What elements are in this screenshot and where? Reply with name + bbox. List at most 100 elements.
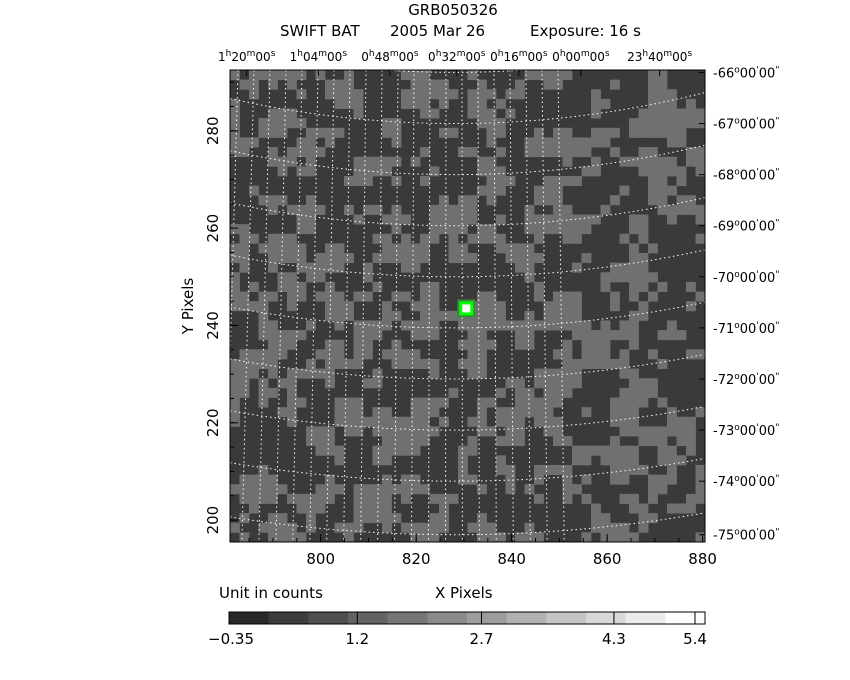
pixel xyxy=(638,272,649,283)
pixel xyxy=(230,127,240,138)
pixel xyxy=(524,262,535,273)
dec-gridline xyxy=(229,249,706,278)
pixel xyxy=(268,474,278,485)
pixel xyxy=(268,127,278,138)
pixel xyxy=(629,455,639,466)
pixel xyxy=(287,301,297,312)
pixel xyxy=(543,368,554,379)
pixel xyxy=(543,224,554,235)
pixel xyxy=(382,118,392,129)
pixel xyxy=(258,397,269,408)
pixel xyxy=(230,387,240,398)
pixel xyxy=(534,195,544,206)
pixel xyxy=(230,137,240,148)
pixel xyxy=(344,79,354,90)
colorbar-step xyxy=(268,612,309,624)
pixel xyxy=(277,339,288,350)
pixel xyxy=(648,70,658,81)
pixel xyxy=(562,339,573,350)
pixel xyxy=(534,474,544,485)
pixel xyxy=(543,464,554,475)
pixel xyxy=(610,262,620,273)
pixel xyxy=(629,118,639,129)
pixel xyxy=(553,387,563,398)
pixel xyxy=(325,445,335,456)
pixel xyxy=(610,272,620,283)
pixel xyxy=(372,156,383,167)
pixel xyxy=(363,291,373,302)
pixel xyxy=(277,70,288,81)
pixel xyxy=(581,339,592,350)
pixel xyxy=(553,426,563,437)
pixel xyxy=(429,233,440,244)
pixel xyxy=(429,79,440,90)
pixel xyxy=(581,474,592,485)
dec-gridline xyxy=(229,144,706,176)
pixel xyxy=(486,195,497,206)
pixel xyxy=(420,436,430,447)
pixel xyxy=(600,358,611,370)
pixel xyxy=(591,513,601,524)
pixel xyxy=(638,224,649,235)
pixel xyxy=(391,137,402,148)
pixel xyxy=(496,175,506,186)
pixel xyxy=(458,204,468,215)
dec-gridline xyxy=(229,301,706,329)
pixel xyxy=(391,224,402,235)
pixel xyxy=(467,522,478,533)
pixel xyxy=(420,407,430,418)
pixel xyxy=(572,137,582,148)
pixel xyxy=(648,147,658,158)
pixel xyxy=(287,493,297,504)
pixel xyxy=(657,484,668,495)
pixel xyxy=(543,416,554,427)
pixel xyxy=(363,416,373,427)
colorbar-step xyxy=(308,612,349,624)
pixel xyxy=(686,436,696,447)
pixel xyxy=(296,214,307,225)
pixel xyxy=(572,445,582,456)
pixel xyxy=(667,407,677,418)
pixel xyxy=(534,397,544,408)
pixel xyxy=(534,137,544,148)
pixel xyxy=(496,436,506,447)
pixel xyxy=(420,291,430,302)
pixel xyxy=(334,243,345,254)
pixel xyxy=(572,291,582,302)
ra-tick-label: 0h48m00s xyxy=(361,49,419,64)
pixel xyxy=(496,464,506,475)
pixel xyxy=(619,358,630,370)
pixel xyxy=(553,349,563,360)
pixel xyxy=(325,484,335,495)
pixel xyxy=(486,310,497,321)
pixel xyxy=(458,464,468,475)
pixel xyxy=(629,224,639,235)
pixel xyxy=(648,349,658,360)
pixel xyxy=(420,301,430,312)
pixel xyxy=(686,204,696,215)
pixel xyxy=(553,185,563,196)
pixel xyxy=(534,127,544,138)
pixel xyxy=(591,330,601,341)
pixel xyxy=(287,522,297,533)
colorbar-tick-label: 4.3 xyxy=(602,630,626,648)
pixel xyxy=(467,320,478,331)
pixel xyxy=(553,301,563,312)
pixel xyxy=(401,262,411,273)
pixel xyxy=(258,358,269,370)
pixel xyxy=(477,118,487,129)
pixel xyxy=(648,79,658,90)
pixel xyxy=(258,291,269,302)
pixel xyxy=(382,243,392,254)
pixel xyxy=(496,214,506,225)
pixel xyxy=(268,195,278,206)
pixel xyxy=(277,330,288,341)
pixel xyxy=(657,108,668,119)
pixel xyxy=(277,378,288,389)
pixel xyxy=(325,89,335,100)
pixel xyxy=(296,397,307,408)
pixel xyxy=(477,407,487,418)
pixel xyxy=(268,532,278,543)
pixel xyxy=(676,330,687,341)
pixel xyxy=(458,358,468,370)
